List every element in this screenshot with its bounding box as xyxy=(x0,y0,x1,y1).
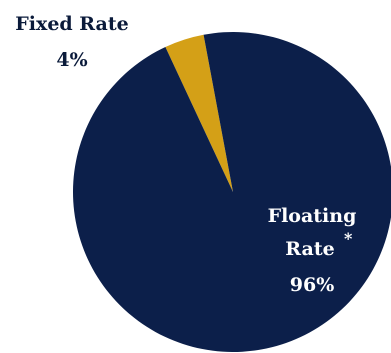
slice-value-fixed-rate: 4% xyxy=(56,49,87,71)
pie-slice-fixed-rate xyxy=(165,34,233,193)
slice-label-fixed-rate: Fixed Rate xyxy=(15,13,128,35)
slice-value-floating-rate: 96% xyxy=(290,274,335,296)
pie-slice-floating-rate xyxy=(73,32,391,352)
slice-label-floating-rate-line2: Rate xyxy=(285,238,334,260)
slice-label-floating-rate-line1: Floating xyxy=(268,205,357,227)
slice-label-floating-rate-asterisk: * xyxy=(344,229,353,248)
